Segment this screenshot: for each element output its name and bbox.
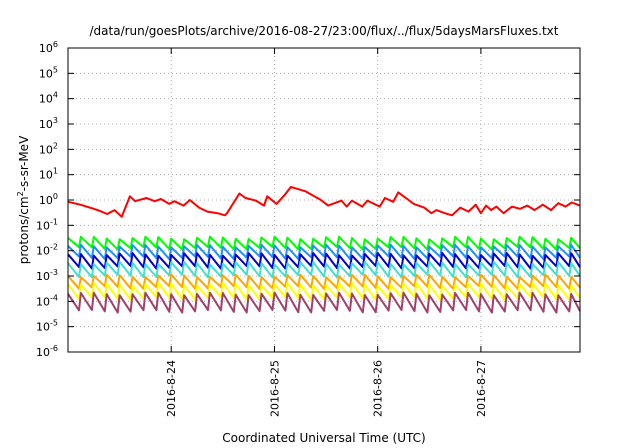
- y-tick-label: 105: [39, 65, 58, 80]
- series-layer: [67, 185, 581, 314]
- chart-title: /data/run/goesPlots/archive/2016-08-27/2…: [90, 24, 559, 38]
- y-tick-label: 101: [39, 167, 58, 182]
- series-line-4: [67, 252, 581, 270]
- y-tick-label: 102: [39, 141, 58, 156]
- y-tick-label: 10-1: [36, 217, 58, 232]
- series-line-1: [67, 185, 581, 218]
- y-tick-label: 10-2: [36, 243, 58, 258]
- series-line-8: [67, 291, 581, 314]
- y-axis-label: protons/cm2-s-sr-MeV: [16, 135, 31, 264]
- series-line-2: [67, 235, 581, 251]
- y-tick-label: 10-6: [36, 344, 58, 359]
- x-tick-label: 2016-8-27: [475, 360, 488, 417]
- y-tick-label: 103: [39, 116, 58, 131]
- x-tick-label: 2016-8-24: [165, 360, 178, 417]
- y-tick-label: 10-5: [36, 319, 58, 334]
- x-tick-label: 2016-8-25: [268, 360, 281, 417]
- x-axis-label: Coordinated Universal Time (UTC): [222, 431, 425, 445]
- y-tick-label: 104: [39, 91, 58, 106]
- series-line-7: [67, 281, 581, 301]
- y-tick-label: 106: [39, 40, 58, 55]
- y-tick-label: 10-3: [36, 268, 58, 283]
- x-tick-label: 2016-8-26: [372, 360, 385, 417]
- y-tick-label: 10-4: [36, 293, 58, 308]
- y-tick-label: 100: [39, 192, 58, 207]
- y-axis: 10-6 10-5 10-4 10-3 10-2 10-1 100 101 102 103 104 1…: [36, 40, 580, 359]
- series-line-6: [67, 273, 581, 290]
- x-axis: 2016-8-24 2016-8-25 2016-8-26 2016-8-27: [165, 48, 488, 417]
- series-line-3: [67, 243, 581, 261]
- series-line-5: [67, 260, 581, 279]
